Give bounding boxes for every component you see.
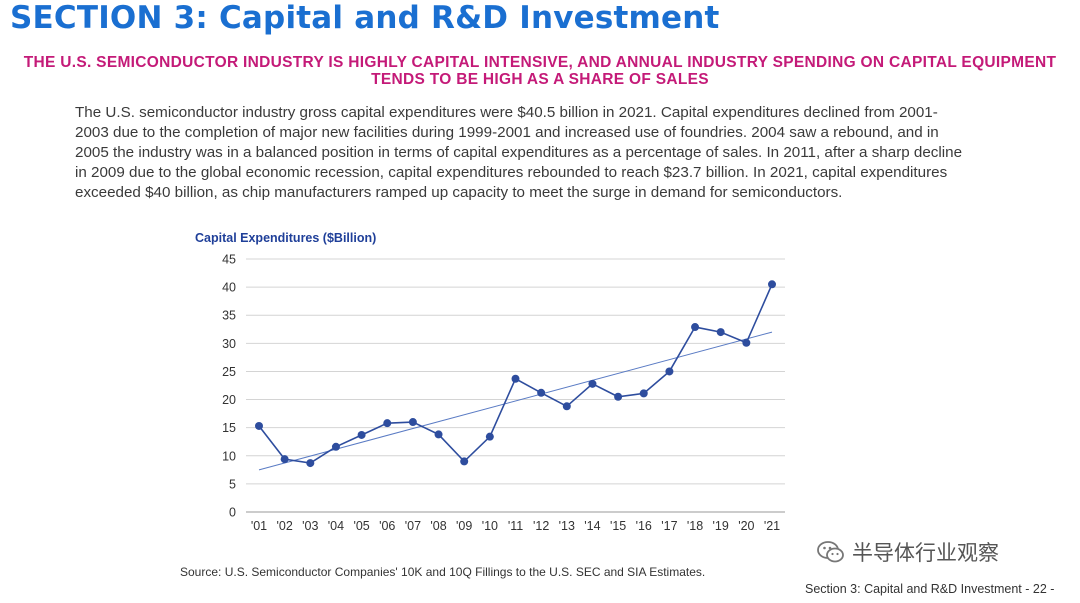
data-point-06 <box>383 419 392 428</box>
data-point-02 <box>280 455 289 464</box>
x-tick-label: '10 <box>482 519 498 533</box>
data-point-01 <box>255 421 263 430</box>
y-tick-label: 40 <box>222 281 236 295</box>
data-point-05 <box>357 430 366 439</box>
y-tick-label: 25 <box>222 365 236 379</box>
x-tick-label: '06 <box>379 519 395 533</box>
series-layer <box>255 280 776 468</box>
source-note: Source: U.S. Semiconductor Companies' 10… <box>180 565 706 579</box>
y-axis-tick-labels: 0 5 10 15 20 25 30 35 40 45 <box>222 253 236 520</box>
x-tick-label: '11 <box>508 519 523 533</box>
y-tick-label: 20 <box>222 393 236 407</box>
x-tick-label: '07 <box>405 519 421 533</box>
x-axis-tick-labels: '01 '02 '03 '04 '05 '06 '07 '08 '09 '10 '11 '12 '13 '… <box>251 519 780 533</box>
trendline <box>258 331 773 471</box>
x-tick-label: '15 <box>610 519 626 533</box>
data-point-07 <box>408 418 417 427</box>
data-point-13 <box>562 402 571 411</box>
x-tick-label: '02 <box>277 519 293 533</box>
data-point-04 <box>331 442 340 451</box>
x-tick-label: '20 <box>738 519 754 533</box>
x-tick-label: '09 <box>456 519 472 533</box>
section-title: SECTION 3: Capital and R&D Investment <box>10 0 720 36</box>
data-point-11 <box>511 374 520 383</box>
x-tick-label: '14 <box>584 519 600 533</box>
watermark: 半导体行业观察 <box>816 537 999 567</box>
x-tick-label: '18 <box>687 519 703 533</box>
y-tick-label: 30 <box>222 337 236 351</box>
data-point-15 <box>614 392 623 401</box>
section-subtitle: THE U.S. SEMICONDUCTOR INDUSTRY IS HIGHL… <box>23 54 1057 88</box>
series-line <box>258 283 773 464</box>
body-paragraph: The U.S. semiconductor industry gross ca… <box>75 104 963 201</box>
y-tick-label: 10 <box>222 449 236 463</box>
data-point-03 <box>306 459 315 468</box>
x-tick-label: '16 <box>636 519 652 533</box>
data-point-21 <box>768 280 776 289</box>
y-tick-label: 45 <box>222 253 236 267</box>
page-footer: Section 3: Capital and R&D Investment - … <box>805 582 1055 596</box>
data-point-08 <box>434 430 443 439</box>
data-point-17 <box>665 367 674 376</box>
y-tick-label: 35 <box>222 309 236 323</box>
x-tick-label: '12 <box>533 519 549 533</box>
y-tick-label: 15 <box>222 421 236 435</box>
data-point-14 <box>588 379 597 388</box>
data-point-09 <box>460 457 469 466</box>
data-point-19 <box>716 328 725 337</box>
x-tick-label: '04 <box>328 519 344 533</box>
watermark-text: 半导体行业观察 <box>852 541 999 565</box>
chart-title: Capital Expenditures ($Billion) <box>195 231 377 245</box>
y-tick-label: 5 <box>229 477 236 491</box>
x-tick-label: '08 <box>430 519 446 533</box>
trendline-layer <box>258 331 773 471</box>
x-tick-label: '03 <box>302 519 318 533</box>
data-point-16 <box>639 389 648 398</box>
data-point-10 <box>485 432 494 441</box>
x-tick-label: '01 <box>251 519 267 533</box>
data-point-20 <box>742 338 751 347</box>
wechat-icon <box>817 541 844 563</box>
x-tick-label: '05 <box>353 519 369 533</box>
x-tick-label: '17 <box>661 519 677 533</box>
x-tick-label: '13 <box>559 519 575 533</box>
data-point-18 <box>691 323 700 332</box>
grid-lines <box>246 258 785 513</box>
x-tick-label: '19 <box>713 519 729 533</box>
y-tick-label: 0 <box>229 506 236 520</box>
data-point-12 <box>537 388 546 397</box>
x-tick-label: '21 <box>764 519 780 533</box>
